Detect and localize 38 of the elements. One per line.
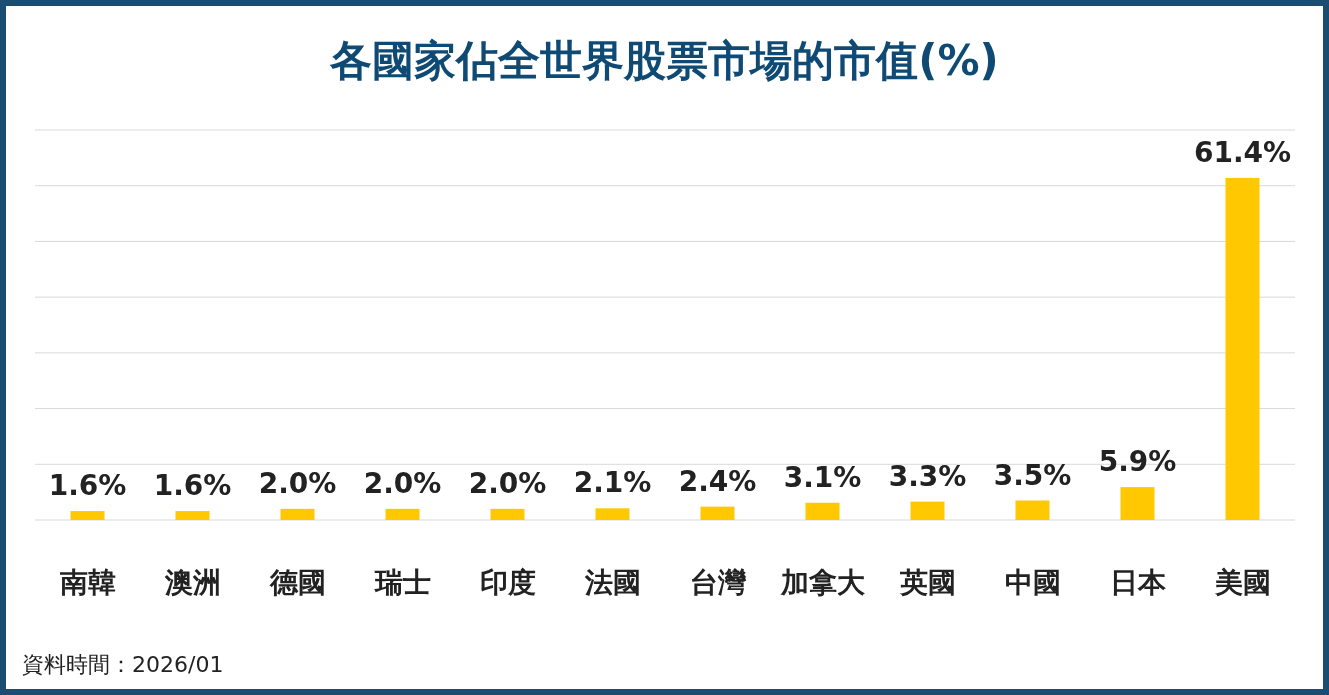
x-tick-label: 印度 — [479, 566, 536, 599]
bar — [700, 506, 735, 520]
data-label: 2.0% — [468, 466, 547, 500]
bar — [175, 511, 210, 520]
data-label: 2.0% — [363, 466, 442, 500]
data-label: 2.0% — [258, 466, 337, 500]
x-tick-label: 台灣 — [689, 566, 747, 599]
bar — [490, 508, 525, 520]
bar — [805, 502, 840, 520]
x-tick-label: 瑞士 — [373, 566, 431, 599]
x-tick-label: 美國 — [1213, 566, 1271, 599]
data-label: 61.4% — [1193, 135, 1292, 169]
data-label: 1.6% — [48, 469, 127, 503]
x-tick-label: 南韓 — [58, 566, 116, 599]
data-label: 1.6% — [153, 469, 232, 503]
data-label: 3.5% — [993, 458, 1072, 492]
bar — [1225, 177, 1260, 520]
bar — [1015, 500, 1050, 520]
bar — [595, 508, 630, 520]
data-label: 3.3% — [888, 459, 967, 493]
chart-title: 各國家佔全世界股票市場的市值(%) — [329, 36, 999, 85]
bar — [910, 501, 945, 520]
x-tick-label: 日本 — [1109, 566, 1167, 599]
bar — [280, 508, 315, 520]
x-tick-label: 法國 — [583, 566, 641, 599]
text: 資料時間：2026/01 — [22, 652, 224, 677]
x-tick-label: 英國 — [898, 566, 956, 599]
data-label: 3.1% — [783, 460, 862, 494]
data-label: 2.1% — [573, 466, 652, 500]
bar — [385, 508, 420, 520]
data-label: 5.9% — [1098, 445, 1177, 479]
x-tick-label: 澳洲 — [163, 566, 221, 599]
data-label: 2.4% — [678, 464, 757, 498]
x-tick-label: 中國 — [1004, 566, 1061, 599]
bar — [1120, 487, 1155, 520]
bar — [70, 511, 105, 520]
x-tick-label: 加拿大 — [779, 566, 866, 599]
x-tick-label: 德國 — [268, 566, 326, 599]
